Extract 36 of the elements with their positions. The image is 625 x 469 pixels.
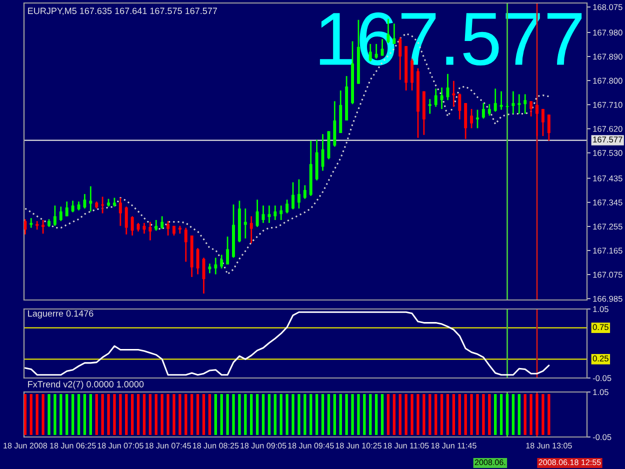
y-tick-label: 1.05 [593,389,608,396]
y-tick-label: 167.345 [593,200,622,206]
y-tick-label: 167.800 [593,78,622,84]
y-tick-label: 167.530 [593,150,622,156]
y-tick-label: 166.985 [593,296,622,302]
x-tick-label: 18 Jun 08:25 [192,442,239,448]
ref-line-label: 0.75 [592,324,608,330]
y-tick-label: -0.05 [592,375,612,382]
x-tick-label: 18 Jun 10:25 [336,442,382,448]
y-tick-label: 167.620 [593,126,622,132]
x-tick-label: 18 Jun 2008 [4,442,48,448]
y-tick-label: 167.255 [593,224,622,230]
x-tick-label: 18 Jun 07:05 [98,442,144,448]
x-tick-label: 18 Jun 13:05 [526,442,572,448]
y-tick-label: 167.075 [593,272,622,278]
chart-title: EURJPY,M5 167.635 167.641 167.575 167.577 [28,8,217,16]
y-tick-label: 167.165 [593,248,622,254]
x-tick-label: 18 Jun 06:25 [50,442,96,448]
ref-line-label: 0.25 [592,356,608,362]
y-tick-label: 167.435 [593,175,622,182]
y-tick-label: -0.05 [592,434,612,440]
y-tick-label: 167.890 [593,54,622,60]
ref-line-label: 2008.06. [474,459,506,466]
chart-title: Laguerre 0.1476 [28,310,94,318]
y-tick-label: 1.05 [593,306,608,312]
x-tick-label: 18 Jun 07:45 [145,442,191,448]
x-tick-label: 18 Jun 09:45 [288,442,334,448]
chart-title: FxTrend v2(7) 0.0000 1.0000 [28,380,144,390]
x-tick-label: 18 Jun 11:45 [431,442,476,448]
y-tick-label: 167.710 [593,102,622,108]
y-tick-label: 168.075 [593,4,622,10]
x-tick-label: 18 Jun 09:05 [240,442,286,448]
y-tick-label: 167.980 [593,30,622,36]
ref-line-label: 167.577 [593,136,622,142]
x-tick-label: 18 Jun 11:05 [384,442,429,448]
ref-line-label: 2008.06.18 12:55 [538,459,601,466]
